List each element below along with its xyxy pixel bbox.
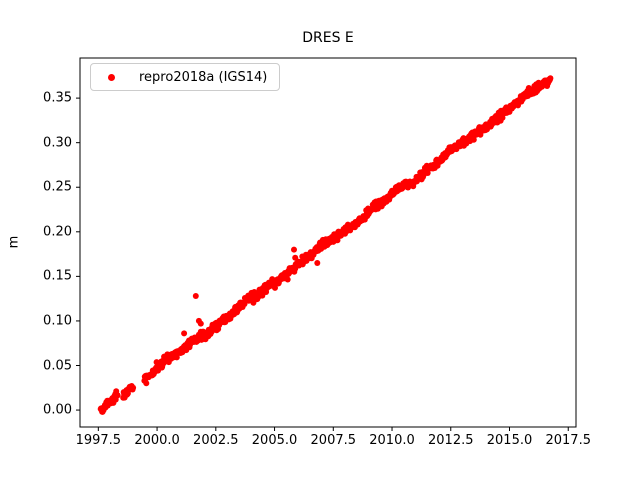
x-tick-label: 1997.5: [75, 433, 122, 448]
data-point: [192, 293, 199, 299]
data-point: [284, 276, 291, 283]
y-tick-label: 0.35: [43, 90, 72, 106]
data-point: [547, 75, 554, 82]
data-point: [314, 260, 321, 266]
x-tick-label: 2010.0: [369, 433, 415, 448]
y-tick-label: 0.30: [43, 135, 72, 151]
x-tick-label: 2017.5: [545, 433, 591, 448]
y-tick-label: 0.10: [43, 313, 72, 329]
data-point: [161, 353, 168, 360]
y-tick-label: 0.00: [43, 402, 72, 418]
data-point: [291, 246, 297, 253]
data-point: [121, 394, 128, 401]
data-point: [292, 254, 299, 261]
x-tick-label: 2012.5: [428, 433, 474, 448]
data-point: [114, 392, 121, 399]
chart-title: DRES E: [302, 30, 354, 46]
legend: repro2018a (IGS14): [90, 63, 281, 91]
legend-marker-dot: [107, 73, 115, 81]
data-point: [181, 330, 188, 337]
x-tick-label: 2015.0: [486, 433, 533, 448]
y-tick-label: 0.20: [43, 224, 72, 240]
plot-box: [79, 57, 577, 428]
data-point: [470, 136, 477, 143]
legend-label: repro2018a (IGS14): [139, 69, 268, 85]
data-point: [197, 320, 204, 327]
legend-handle: [91, 73, 131, 81]
x-tick-label: 2007.5: [310, 433, 357, 448]
x-tick-label: 2000.0: [134, 433, 180, 448]
scatter-series: [97, 75, 554, 415]
y-tick-label: 0.15: [43, 268, 72, 284]
data-point: [130, 384, 137, 391]
x-tick-label: 2002.5: [193, 433, 239, 448]
data-point: [424, 170, 431, 176]
y-tick-label: 0.05: [43, 358, 72, 373]
y-tick-label: 0.25: [43, 179, 72, 195]
data-point: [143, 380, 150, 387]
x-tick-label: 2005.0: [251, 433, 298, 448]
